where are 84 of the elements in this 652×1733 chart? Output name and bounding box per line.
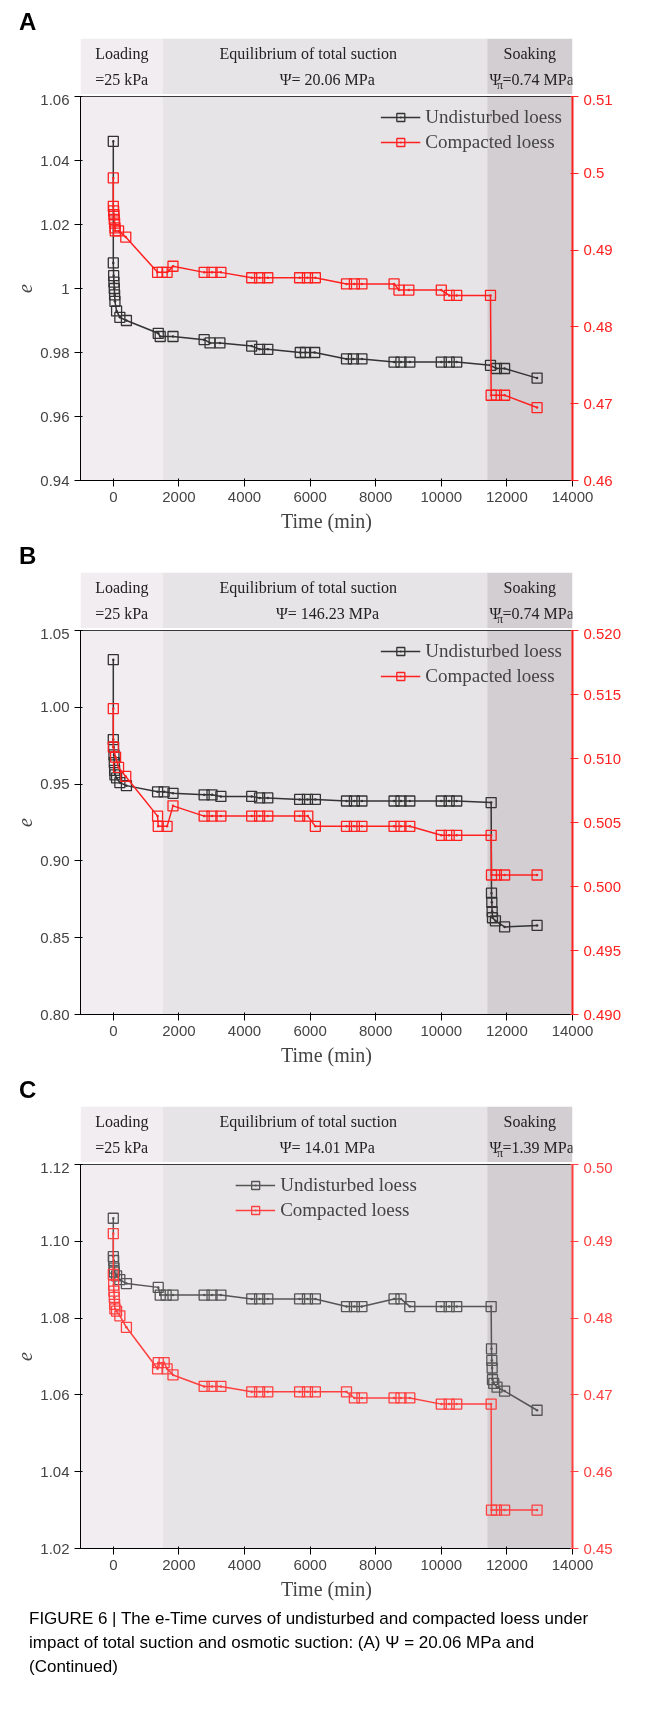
legend-label: Undisturbed loess [425,640,562,662]
y-axis-title: e [14,817,37,827]
y2-tick-label: 0.505 [583,813,622,831]
y-tick-label: 1.06 [40,90,70,108]
y-tick-label: 1.04 [40,151,70,169]
band-label: Equilibrium of total suction Ψ= 14.01 MPa [219,1112,397,1157]
y2-tick-label: 0.510 [583,749,622,767]
chart-title: B [19,542,37,569]
y2-tick-label: 0.48 [583,317,613,335]
y2-tick-label: 0.50 [583,1158,613,1176]
legend-label: Undisturbed loess [280,1174,417,1196]
x-tick-label: 2000 [162,1021,196,1039]
y2-tick-label: 0.47 [583,1385,613,1403]
y2-tick-label: 0.515 [583,685,622,703]
x-tick-label: 14000 [551,1555,594,1573]
x-tick-label: 14000 [551,487,594,505]
x-tick-label: 6000 [293,1555,327,1573]
y-tick-label: 1.08 [40,1309,70,1327]
y2-tick-label: 0.47 [583,394,613,412]
y2-tick-label: 0.500 [583,877,622,895]
x-tick-label: 4000 [227,1021,262,1039]
band-label: Equilibrium of total suction Ψ= 146.23 MPa [219,578,397,623]
y-tick-label: 1.02 [40,1539,70,1557]
y-axis-title: e [14,283,37,293]
x-tick-label: 4000 [227,1555,262,1573]
y-tick-label: 1.04 [40,1462,70,1480]
y-tick-label: 1.00 [40,698,70,716]
band-label: Equilibrium of total suction Ψ= 20.06 MPa [219,44,397,89]
y-tick-label: 0.96 [40,407,70,425]
y2-tick-label: 0.49 [583,1232,613,1250]
y-tick-label: 0.90 [40,851,70,869]
x-tick-label: 6000 [293,1021,327,1039]
y-tick-label: 0.94 [40,471,70,489]
x-tick-label: 8000 [359,487,393,505]
x-tick-label: 10000 [420,1021,463,1039]
x-axis-title: Time (min) [281,1577,372,1601]
y-tick-label: 1.02 [40,215,70,233]
y2-tick-label: 0.45 [583,1539,613,1557]
x-tick-label: 6000 [293,487,327,505]
band-label: Loading =25 kPa [95,1112,149,1157]
y2-tick-label: 0.46 [583,1462,613,1480]
x-tick-label: 10000 [420,487,463,505]
y-tick-label: 1.06 [40,1385,70,1403]
chart-title: A [19,8,37,35]
y2-tick-label: 0.48 [583,1309,613,1327]
x-tick-label: 2000 [162,487,196,505]
y-tick-label: 0.85 [40,928,70,946]
caption: FIGURE 6 | The e-Time curves of undisturbed and compacted loess under impact of total suction and osmotic suction: (A) Ψ = 20.06 MPa and (Continued) [29,1608,590,1678]
y-tick-label: 0.98 [40,343,70,361]
y-tick-label: 0.80 [40,1005,70,1023]
x-axis-title: Time (min) [281,509,372,533]
x-tick-label: 12000 [486,487,528,505]
y-tick-label: 0.95 [40,775,70,793]
x-tick-label: 14000 [551,1021,594,1039]
x-tick-label: 8000 [359,1021,393,1039]
y2-tick-label: 0.49 [583,241,613,259]
band-label: Loading =25 kPa [95,578,149,623]
x-tick-label: 8000 [359,1555,393,1573]
y2-tick-label: 0.51 [583,90,613,108]
x-axis-title: Time (min) [281,1043,372,1067]
x-tick-label: 0 [109,1555,118,1573]
x-tick-label: 10000 [420,1555,463,1573]
x-tick-label: 12000 [486,1555,528,1573]
band-label: Loading =25 kPa [95,44,149,89]
y2-tick-label: 0.5 [583,164,605,182]
legend-label: Compacted loess [425,665,555,687]
legend-label: Compacted loess [425,131,555,153]
legend-label: Undisturbed loess [425,106,562,128]
x-tick-label: 0 [109,487,118,505]
y2-tick-label: 0.46 [583,471,613,489]
x-tick-label: 4000 [227,487,262,505]
y2-tick-label: 0.520 [583,624,622,642]
x-tick-label: 2000 [162,1555,196,1573]
legend-label: Compacted loess [280,1199,410,1221]
y-tick-label: 1.12 [40,1158,70,1176]
y-axis-title: e [14,1351,37,1361]
x-tick-label: 0 [109,1021,118,1039]
chart-title: C [19,1076,37,1103]
y2-tick-label: 0.490 [583,1005,622,1023]
y-tick-label: 1.05 [40,624,70,642]
y2-tick-label: 0.495 [583,941,622,959]
y-tick-label: 1.10 [40,1232,70,1250]
x-tick-label: 12000 [486,1021,528,1039]
y-tick-label: 1 [61,279,70,297]
